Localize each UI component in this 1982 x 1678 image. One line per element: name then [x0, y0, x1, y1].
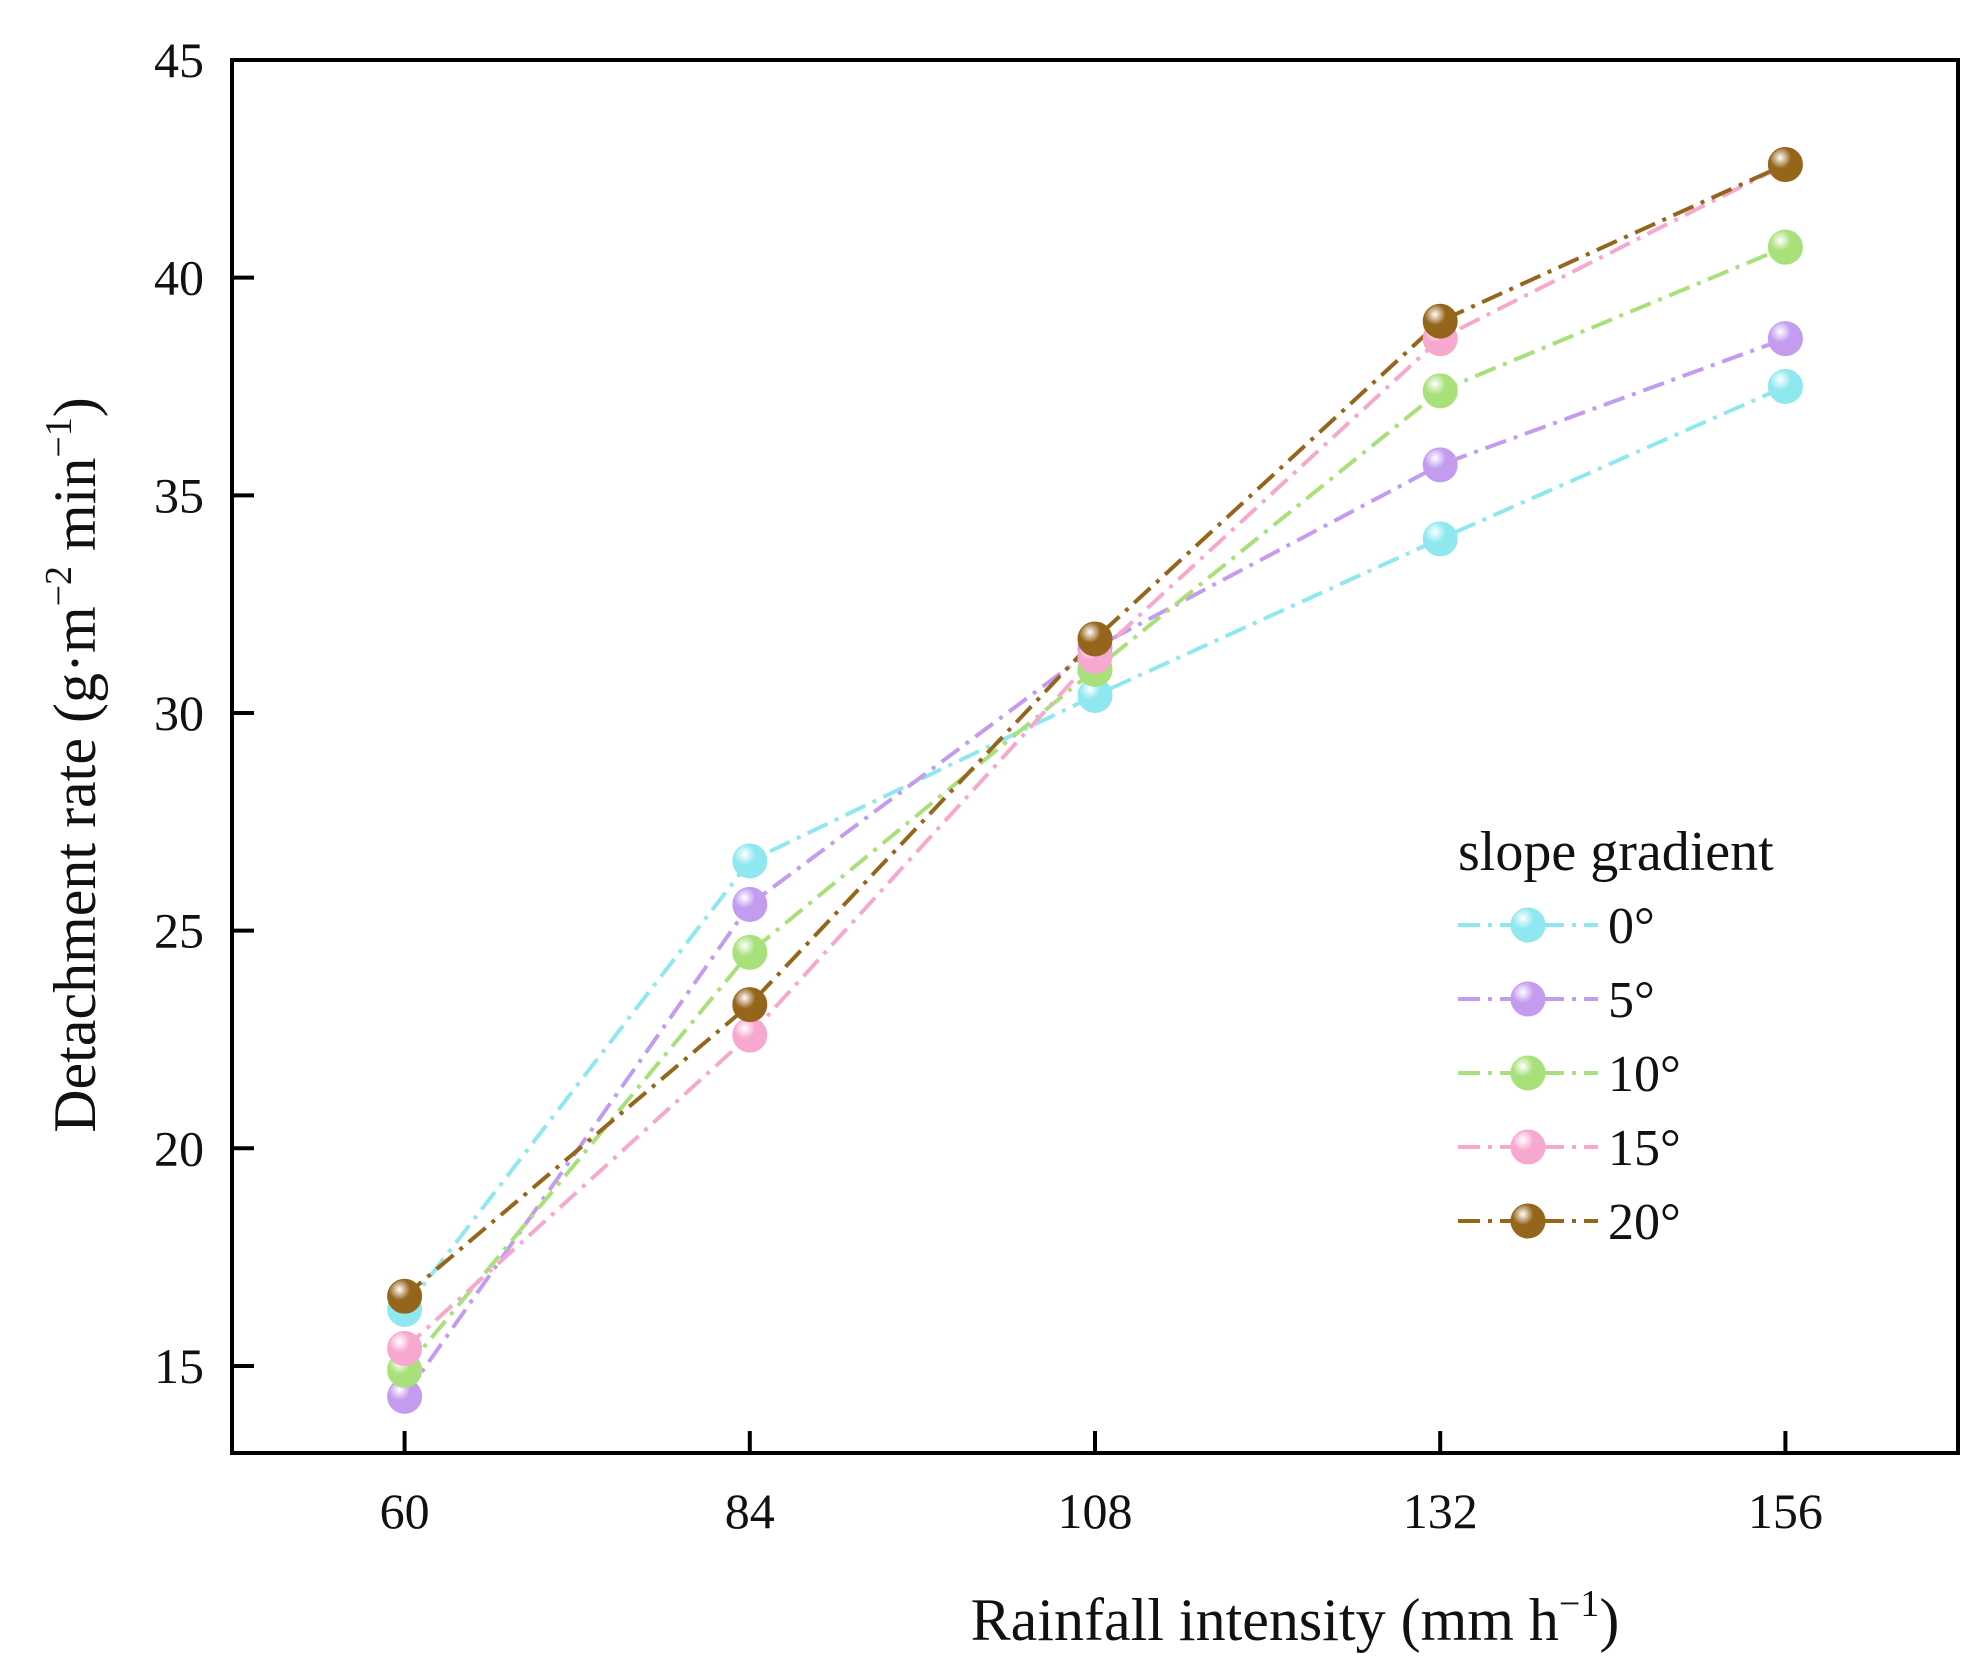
y-tick-label: 25	[154, 903, 204, 959]
data-point	[1422, 447, 1458, 483]
series-line-3	[403, 162, 1787, 1351]
x-tick-label: 60	[380, 1483, 430, 1539]
y-axis-title-end: )	[42, 397, 108, 417]
x-axis-title-main: Rainfall intensity (mm h	[971, 1587, 1559, 1653]
y-tick-label: 35	[154, 467, 204, 523]
y-axis-title-mid: min	[42, 458, 108, 566]
data-point	[1077, 621, 1113, 657]
legend-marker	[1510, 1055, 1546, 1091]
data-point	[387, 1331, 423, 1367]
y-tick-label: 20	[154, 1120, 204, 1176]
data-point	[1767, 368, 1803, 404]
x-axis-title-end: )	[1599, 1587, 1619, 1653]
legend-marker	[1510, 1203, 1546, 1239]
data-point	[1422, 521, 1458, 557]
data-point	[1767, 146, 1803, 182]
legend: slope gradient 0° 5° 10° 15° 20°	[1458, 821, 1774, 1251]
data-point	[1422, 373, 1458, 409]
x-axis-title-sup: −1	[1559, 1583, 1599, 1625]
series-line-2	[403, 245, 1787, 1372]
data-point	[732, 843, 768, 879]
legend-marker	[1510, 981, 1546, 1017]
x-tick-label: 132	[1403, 1483, 1478, 1539]
series-line-4	[403, 162, 1787, 1298]
y-tick-label: 45	[154, 32, 204, 88]
x-tick-label: 108	[1058, 1483, 1133, 1539]
data-point	[732, 1017, 768, 1053]
x-tick-label: 84	[725, 1483, 775, 1539]
legend-label: 20°	[1608, 1194, 1681, 1251]
y-axis-title-sup1: −2	[38, 566, 80, 606]
legend-label: 0°	[1608, 898, 1655, 955]
data-point	[1767, 229, 1803, 265]
data-point	[387, 1278, 423, 1314]
series-layer	[387, 146, 1803, 1414]
data-point	[1422, 303, 1458, 339]
plot-frame	[230, 58, 1960, 1455]
x-axis-title: Rainfall intensity (mm h−1)	[971, 1583, 1620, 1653]
data-point	[732, 934, 768, 970]
series-line-1	[402, 336, 1787, 1398]
y-axis-title-main: Detachment rate (g·m	[42, 606, 108, 1132]
legend-label: 10°	[1608, 1046, 1681, 1103]
data-point	[732, 887, 768, 923]
y-axis: 15 20 25 30 35 40 45	[154, 32, 254, 1394]
y-axis-title: Detachment rate (g·m−2 min−1)	[38, 397, 108, 1133]
x-axis: 60 84 108 132 156	[380, 1431, 1823, 1539]
data-point	[732, 987, 768, 1023]
data-point	[1767, 321, 1803, 357]
y-tick-label: 40	[154, 250, 204, 306]
legend-label: 5°	[1608, 972, 1655, 1029]
x-tick-label: 156	[1748, 1483, 1823, 1539]
legend-marker	[1510, 1129, 1546, 1165]
y-axis-title-sup2: −1	[38, 417, 80, 457]
y-tick-label: 15	[154, 1338, 204, 1394]
legend-title: slope gradient	[1458, 821, 1774, 883]
y-tick-label: 30	[154, 685, 204, 741]
legend-label: 15°	[1608, 1120, 1681, 1177]
legend-marker	[1510, 907, 1546, 943]
